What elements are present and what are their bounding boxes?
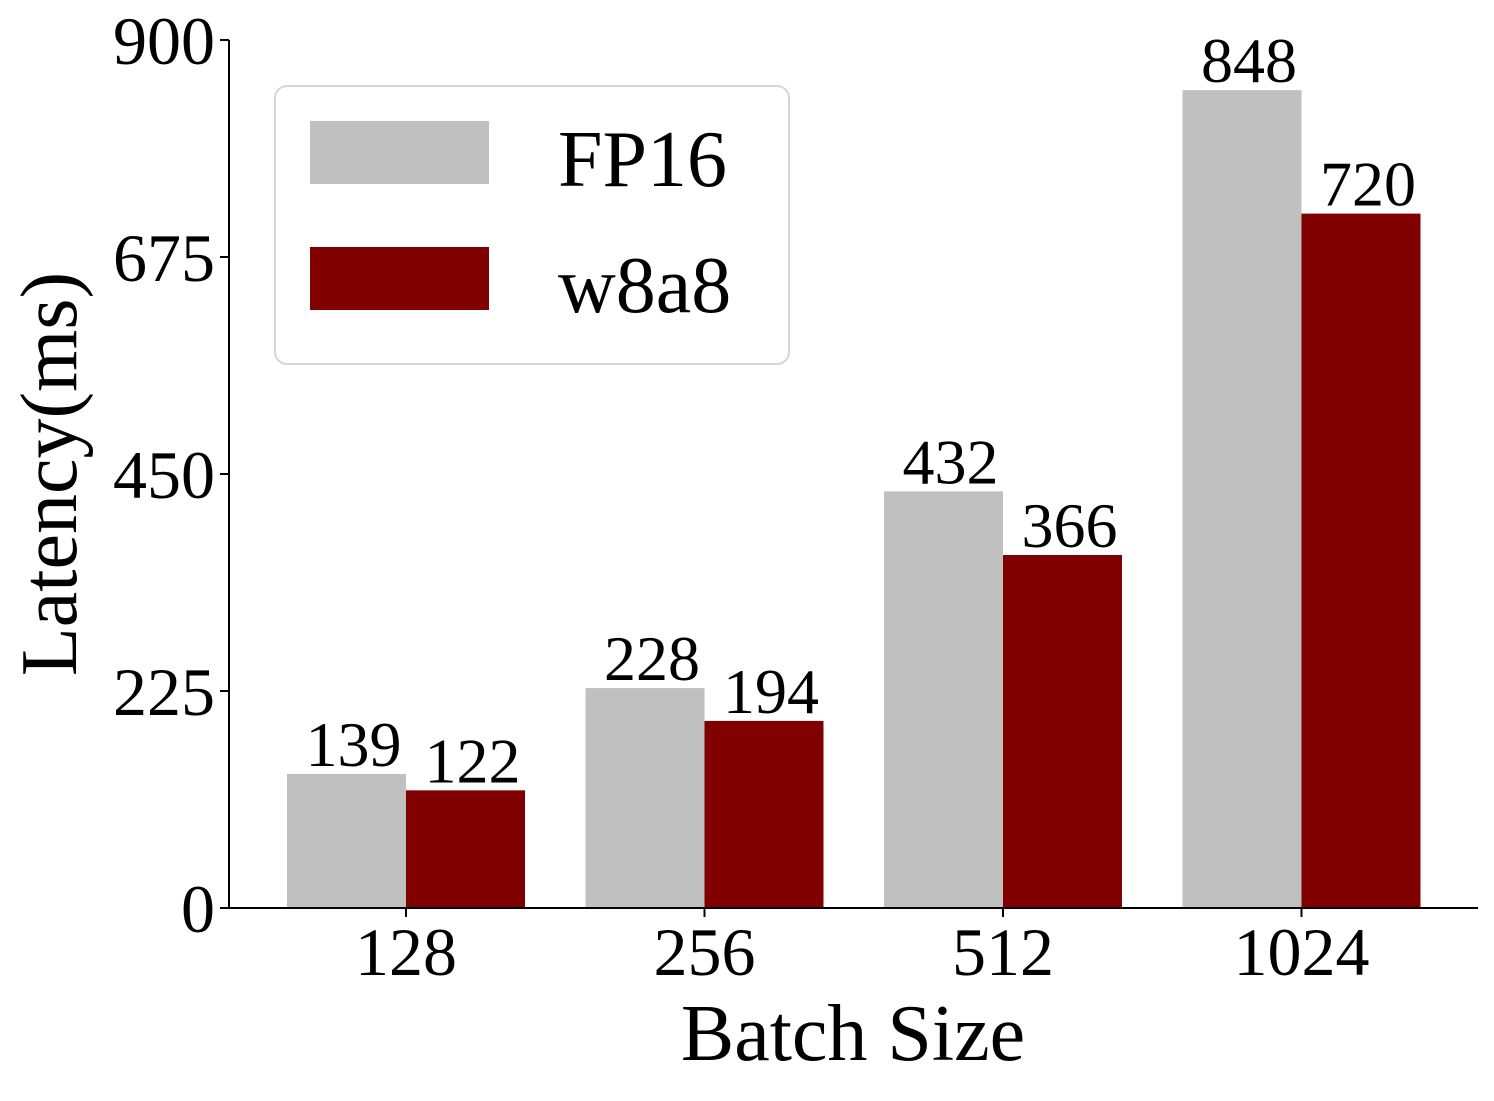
- legend-label-fp16: FP16: [558, 116, 727, 204]
- bar-w8a8-128: [406, 790, 525, 908]
- x-tick-label: 1024: [1234, 914, 1370, 990]
- x-tick-label: 128: [355, 914, 457, 990]
- y-tick-label: 0: [181, 871, 215, 947]
- x-tick-label: 512: [952, 914, 1054, 990]
- legend-label-w8a8: w8a8: [558, 242, 731, 330]
- bar-w8a8-256: [704, 720, 824, 908]
- value-label-fp16-128: 139: [306, 709, 402, 780]
- bar-fp16-256: [585, 688, 705, 908]
- value-label-w8a8-512: 366: [1022, 490, 1118, 561]
- value-label-w8a8-1024: 720: [1320, 149, 1416, 220]
- bar-w8a8-512: [1003, 555, 1122, 908]
- y-tick-label: 900: [113, 3, 215, 79]
- value-label-fp16-256: 228: [604, 623, 700, 694]
- bars-layer: [287, 90, 1421, 909]
- value-label-w8a8-256: 194: [723, 656, 819, 727]
- bar-fp16-512: [884, 491, 1003, 908]
- bar-fp16-1024: [1182, 90, 1302, 908]
- value-label-fp16-1024: 848: [1201, 25, 1297, 96]
- y-tick-label: 225: [113, 654, 215, 730]
- value-label-fp16-512: 432: [903, 426, 999, 497]
- legend: FP16 w8a8: [274, 85, 790, 365]
- x-axis-label: Batch Size: [681, 990, 1025, 1078]
- bar-w8a8-1024: [1301, 213, 1421, 909]
- x-tick-label: 256: [654, 914, 756, 990]
- y-ticks-layer: 0 225 450 675 900: [113, 3, 229, 947]
- y-tick-label: 450: [113, 437, 215, 513]
- x-ticks-layer: 128 256 512 1024: [355, 908, 1370, 990]
- legend-swatch-w8a8: [310, 247, 489, 310]
- value-labels-layer: 139 228 432 848 122 194 366 720: [306, 25, 1417, 796]
- value-label-w8a8-128: 122: [425, 725, 521, 796]
- bar-fp16-128: [287, 773, 406, 908]
- y-axis-label: Latency(ms): [6, 272, 94, 676]
- legend-swatch-fp16: [310, 121, 489, 184]
- y-tick-label: 675: [113, 220, 215, 296]
